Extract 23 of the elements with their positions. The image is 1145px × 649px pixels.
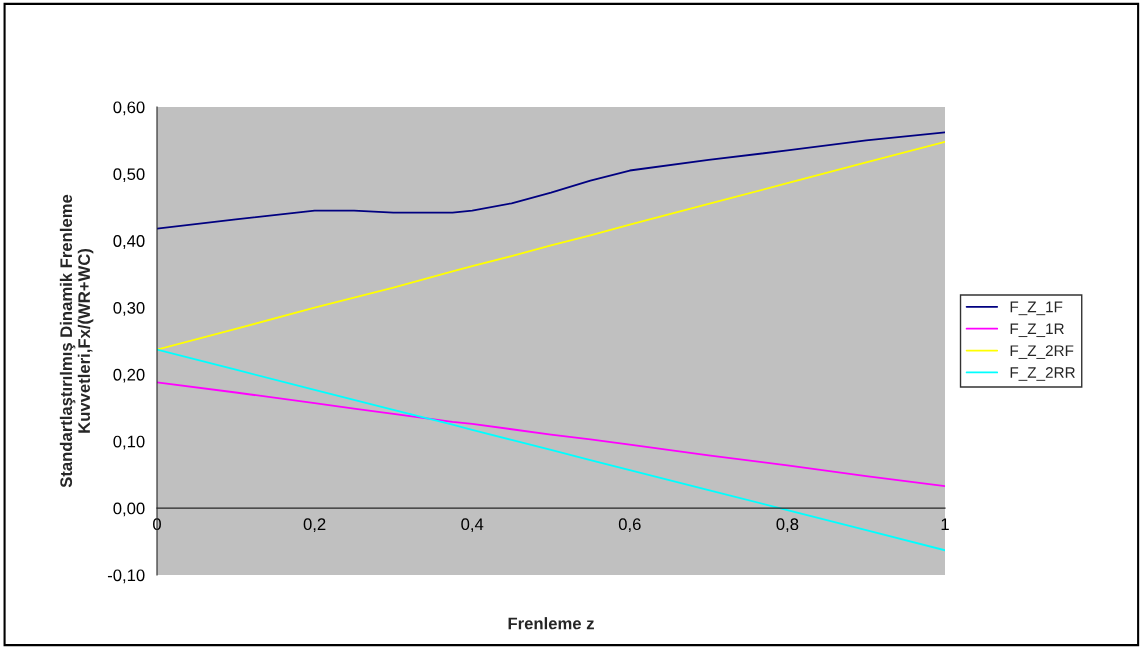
y-tick-label: 0,50 [113, 168, 145, 183]
x-tick-label: 0,8 [776, 518, 799, 533]
y-tick-label: 0,00 [113, 502, 145, 517]
y-axis-title: Standartlaştırılmış Dinamik Frenleme Kuvvetleri,Fx/(WR+WC) [59, 194, 94, 488]
legend-label: F_Z_2RF [1010, 345, 1074, 359]
line-series [157, 140, 945, 351]
line-series [157, 131, 945, 230]
x-tick-label: 1 [941, 518, 949, 530]
y-tick-label: 0,30 [113, 301, 145, 316]
legend-label: F_Z_2RR [1010, 367, 1075, 381]
y-tick-label: 0,60 [113, 101, 145, 116]
y-tick-label: 0,40 [113, 235, 145, 249]
y-tick-label: -0,10 [107, 569, 145, 584]
x-tick-label: 0 [153, 518, 161, 531]
x-tick-label: 0,4 [461, 518, 484, 533]
line-series [157, 381, 945, 487]
y-tick-label: 0,10 [113, 435, 145, 450]
y-tick-label: 0,20 [113, 368, 145, 383]
x-tick-label: 0,2 [303, 518, 326, 533]
x-tick-label: 0,6 [618, 518, 641, 533]
legend-label: F_Z_1F [1010, 301, 1063, 316]
legend-label: F_Z_1R [1010, 323, 1064, 338]
x-axis-title: Frenleme z [508, 617, 594, 630]
